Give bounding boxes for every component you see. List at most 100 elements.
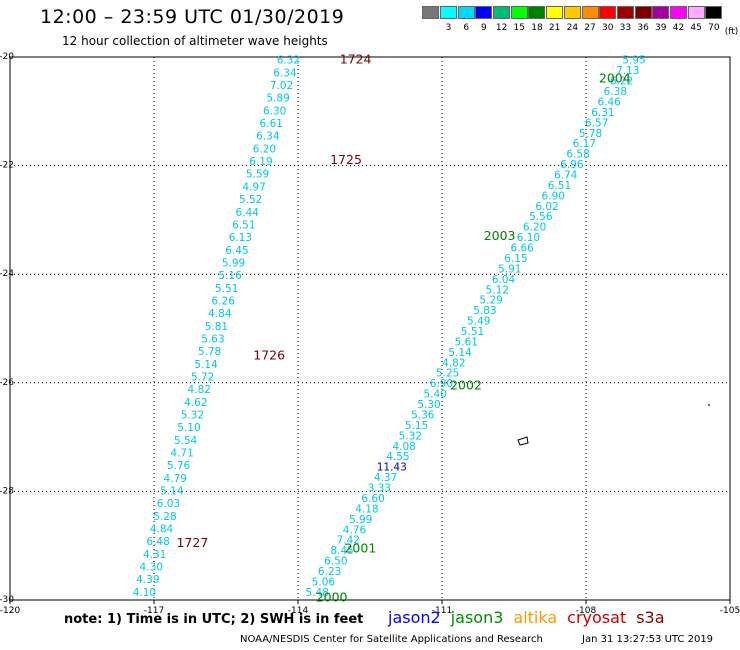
- data-label-jason3: 5.06: [312, 576, 336, 588]
- data-label-cryosat: 5.28: [153, 511, 176, 523]
- x-tick-label: -111: [432, 606, 452, 616]
- data-label-jason3: 6.90: [430, 378, 453, 390]
- data-label-jason3: 6.23: [318, 566, 341, 578]
- island-shape: [517, 436, 529, 446]
- data-label-jason3: 6.10: [517, 232, 540, 244]
- chart-title: 12:00 – 23:59 UTC 01/30/2019: [40, 6, 345, 28]
- data-label-jason3: 6.50: [324, 556, 347, 568]
- data-label-cryosat: 6.34: [256, 131, 280, 143]
- colorbar-swatch: [546, 6, 564, 19]
- colorbar-swatch: [422, 6, 440, 19]
- satellite-legend: jason2 jason3 altika cryosat s3a: [388, 608, 675, 627]
- data-label-jason3: 5.51: [461, 326, 484, 338]
- legend-item-jason2: jason2: [388, 608, 441, 627]
- data-label-cryosat: 5.32: [181, 409, 204, 421]
- colorbar-swatch: [510, 6, 528, 19]
- time-label-jason3: 2002: [450, 378, 482, 393]
- data-label-cryosat: 4.31: [143, 549, 166, 561]
- data-label-jason3: 6.96: [560, 159, 584, 171]
- data-label-jason3: 6.90: [542, 190, 565, 202]
- data-label-cryosat: 4.97: [242, 181, 265, 193]
- colorbar-cell: 24: [563, 6, 582, 37]
- data-label-cryosat: 6.61: [260, 118, 283, 130]
- data-label-jason3: 5.14: [448, 347, 472, 359]
- data-label-jason3: 7.42: [337, 535, 360, 547]
- data-label-cryosat: 6.20: [253, 143, 276, 155]
- generated-timestamp: Jan 31 13:27:53 UTC 2019: [582, 634, 714, 645]
- colorbar-label: 39: [655, 23, 667, 33]
- colorbar-cell: 36: [634, 6, 652, 37]
- chart-subtitle: 12 hour collection of altimeter wave hei…: [62, 34, 328, 48]
- time-label-cryosat: 1726: [253, 348, 285, 363]
- y-tick-label: -24: [0, 269, 14, 279]
- time-label-jason3: 2004: [599, 71, 631, 86]
- data-label-cryosat: 6.48: [146, 536, 169, 548]
- data-label-cryosat: 5.16: [218, 270, 242, 282]
- units-note: note: 1) Time is in UTC; 2) SWH is in fe…: [64, 612, 364, 627]
- colorbar-label: 42: [672, 23, 685, 33]
- colorbar-swatch: [581, 6, 599, 19]
- data-label-jason3: 4.37: [374, 472, 397, 484]
- data-label-jason3: 11.43: [377, 462, 407, 474]
- y-tick-label: -20: [0, 52, 14, 62]
- data-label-cryosat: 5.78: [198, 346, 221, 358]
- colorbar-cell: 12: [493, 6, 511, 37]
- data-label-cryosat: 6.51: [232, 219, 255, 231]
- y-tick-label: -26: [0, 378, 14, 388]
- data-label-cryosat: 6.30: [263, 105, 286, 117]
- data-label-cryosat: 5.72: [191, 371, 214, 383]
- colorbar-label: 12: [495, 23, 508, 33]
- data-label-cryosat: 4.71: [170, 447, 193, 459]
- colorbar-swatch: [440, 6, 458, 19]
- data-label-jason3: 6.02: [535, 201, 558, 213]
- data-label-jason3: 4.76: [343, 524, 367, 536]
- data-label-jason3: 6.46: [597, 96, 621, 108]
- colorbar-cell: 9: [475, 6, 493, 37]
- data-label-jason3: 4.08: [392, 441, 415, 453]
- data-label-cryosat: 6.03: [157, 498, 180, 510]
- colorbar: 3 6 9 12 15 18 21 24 27 30 33 36 39 42 45 70 (ft): [422, 6, 738, 37]
- colorbar-label: 9: [481, 23, 487, 33]
- colorbar-label: 45: [690, 23, 702, 33]
- data-label-cryosat: 5.99: [222, 257, 245, 269]
- data-label-cryosat: 5.89: [266, 93, 289, 105]
- y-tick-label: -28: [0, 486, 14, 496]
- colorbar-swatch: [669, 6, 687, 19]
- colorbar-swatch: [705, 6, 723, 19]
- data-label-cryosat: 5.76: [167, 460, 191, 472]
- data-label-cryosat: 6.32: [277, 55, 300, 67]
- data-label-jason3: 5.61: [455, 336, 478, 348]
- data-label-cryosat: 4.84: [150, 524, 174, 536]
- colorbar-swatch: [634, 6, 652, 19]
- colorbar-cell: 6: [457, 6, 475, 37]
- data-label-cryosat: 4.30: [140, 562, 163, 574]
- legend-item-cryosat: cryosat: [567, 608, 627, 627]
- colorbar-cell: 45: [687, 6, 705, 37]
- data-label-jason3: 4.55: [386, 451, 409, 463]
- colorbar-label: 70: [708, 23, 720, 33]
- data-label-jason3: 4.18: [355, 503, 378, 515]
- data-label-jason3: 6.04: [492, 274, 516, 286]
- time-label-cryosat: 1724: [340, 52, 372, 67]
- colorbar-swatch: [616, 6, 634, 19]
- x-tick-label: -114: [288, 606, 309, 616]
- data-label-jason3: 6.15: [504, 253, 527, 265]
- colorbar-swatch: [475, 6, 493, 19]
- data-label-jason3: 4.82: [442, 357, 465, 369]
- data-label-cryosat: 5.81: [205, 321, 228, 333]
- data-label-cryosat: 5.54: [174, 435, 198, 447]
- time-label-cryosat: 1725: [330, 152, 362, 167]
- data-label-jason3: 5.99: [349, 514, 372, 526]
- data-label-cryosat: 6.44: [236, 207, 260, 219]
- data-label-jason3: 5.91: [498, 263, 521, 275]
- colorbar-cell: 18: [528, 6, 546, 37]
- legend-item-altika: altika: [513, 608, 558, 627]
- time-label-jason3: 2003: [484, 228, 516, 243]
- colorbar-cell: 3: [440, 6, 458, 37]
- data-label-cryosat: 5.14: [194, 359, 218, 371]
- data-label-jason3: 6.57: [585, 117, 608, 129]
- x-tick-label: -120: [0, 606, 20, 616]
- data-label-jason3: 6.22: [610, 76, 633, 88]
- data-label-jason3: 3.33: [368, 483, 391, 495]
- data-label-cryosat: 4.39: [136, 574, 159, 586]
